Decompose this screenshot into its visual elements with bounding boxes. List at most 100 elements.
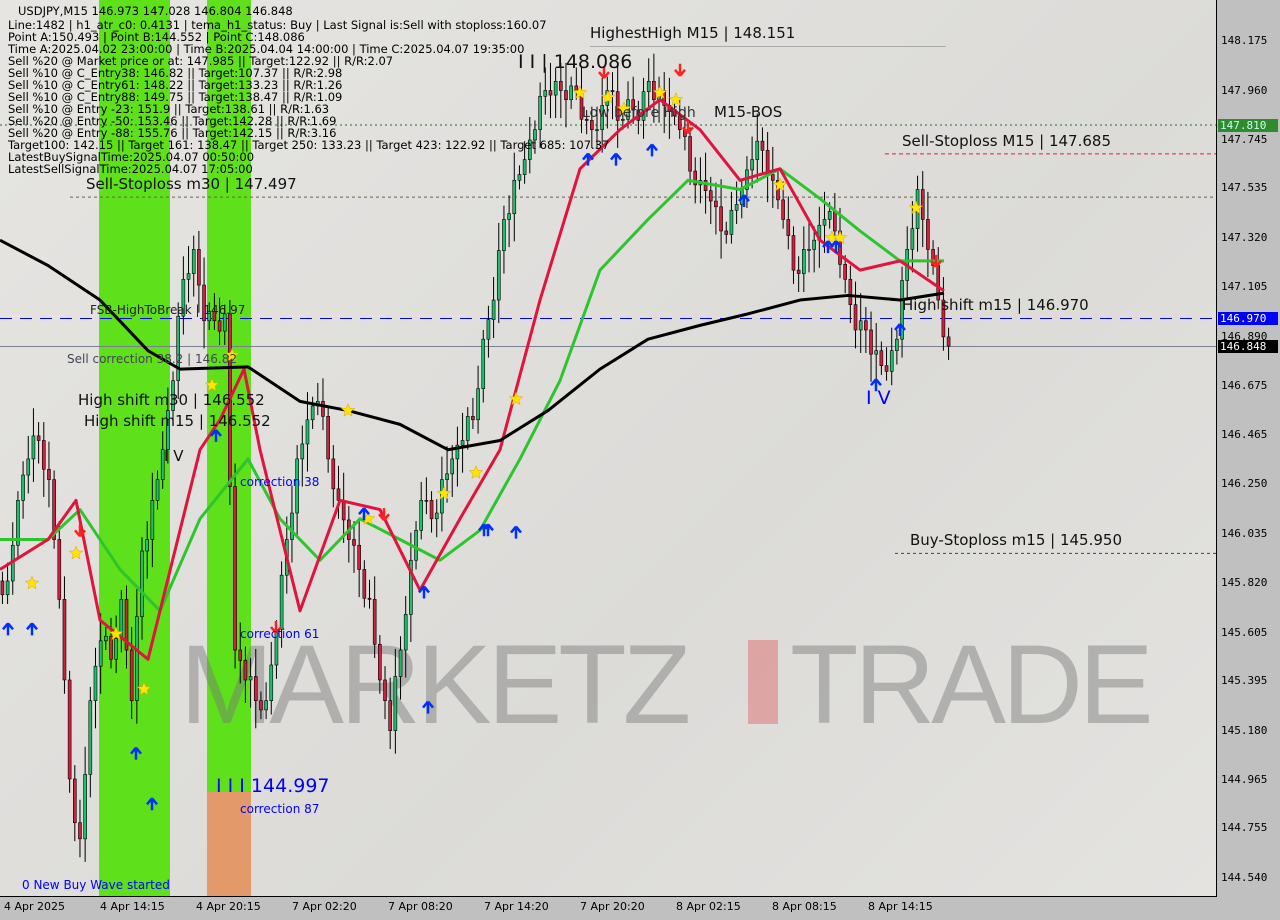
candle-body bbox=[207, 311, 212, 322]
y-tick-label: 146.035 bbox=[1221, 526, 1268, 540]
high-shift-m30-label: High shift m30 | 146.552 bbox=[78, 391, 265, 409]
info-line: LatestSellSignalTime:2025.04.07 17:05:00 bbox=[8, 162, 253, 176]
symbol: USDJPY,M15 bbox=[18, 4, 88, 18]
y-tick-label: 147.320 bbox=[1221, 230, 1268, 244]
candle-body bbox=[590, 120, 594, 130]
candle-body bbox=[47, 468, 51, 480]
candle-body bbox=[791, 235, 796, 271]
candle-body bbox=[372, 599, 377, 645]
signal-star bbox=[24, 575, 40, 590]
candle-body bbox=[98, 640, 103, 667]
watermark-marketz: MARKETZ bbox=[180, 622, 691, 747]
candle-body bbox=[864, 320, 868, 331]
correction-87-label: correction 87 bbox=[240, 802, 320, 816]
candle-body bbox=[202, 284, 206, 322]
buy-arrow-icon bbox=[130, 746, 142, 760]
candle-body bbox=[615, 91, 620, 121]
candle-body bbox=[331, 458, 336, 490]
candle-body bbox=[460, 440, 465, 446]
signal-star bbox=[572, 85, 588, 100]
candle-body bbox=[83, 774, 87, 840]
candle-body bbox=[217, 320, 222, 332]
candle-body bbox=[553, 80, 558, 96]
chart-symbol: USDJPY,M15 146.973 147.028 146.804 146.8… bbox=[18, 5, 293, 17]
y-tick-label: 147.960 bbox=[1221, 83, 1268, 97]
candle-body bbox=[879, 350, 884, 366]
candle-body bbox=[367, 597, 372, 600]
candle-body bbox=[502, 219, 506, 251]
candle-body bbox=[16, 500, 20, 546]
candle-body bbox=[398, 649, 403, 677]
candle-body bbox=[21, 474, 25, 501]
info-line: Sell %10 @ C_Entry88: 149.75 || Target:1… bbox=[8, 90, 343, 104]
x-tick-label: 4 Apr 20:15 bbox=[196, 900, 261, 913]
candle-body bbox=[362, 569, 367, 599]
candle-body bbox=[848, 279, 853, 305]
signal-star bbox=[136, 681, 152, 696]
signal-star bbox=[68, 545, 84, 560]
candle-body bbox=[910, 228, 915, 250]
candle-body bbox=[874, 350, 879, 355]
m15-bos-label: M15-BOS bbox=[714, 103, 783, 121]
candle-body bbox=[393, 676, 398, 731]
candle-body bbox=[750, 159, 754, 171]
correction-38-label: correction 38 bbox=[240, 475, 320, 489]
signal-star bbox=[652, 85, 668, 100]
candle-body bbox=[853, 304, 858, 331]
candle-body bbox=[300, 443, 305, 460]
info-line: Point A:150.493 | Point B:144.552 | Poin… bbox=[8, 30, 305, 44]
candle-body bbox=[895, 338, 899, 351]
candle-body bbox=[507, 213, 511, 220]
candle-body bbox=[295, 458, 299, 514]
ma-slow-line bbox=[0, 238, 945, 452]
candle-body bbox=[341, 500, 346, 521]
buy-arrow-icon bbox=[482, 523, 494, 537]
candle-body bbox=[248, 676, 253, 681]
sell-arrow-icon bbox=[378, 508, 390, 521]
candle-body bbox=[378, 643, 382, 681]
signal-star bbox=[772, 177, 788, 192]
candle-body bbox=[491, 299, 496, 320]
candle-body bbox=[409, 559, 413, 615]
y-tick-label: 148.175 bbox=[1221, 34, 1268, 47]
candle-body bbox=[259, 700, 263, 711]
candle-body bbox=[734, 204, 739, 211]
candle-body bbox=[269, 664, 274, 701]
candle-body bbox=[197, 249, 201, 286]
candle-body bbox=[150, 500, 155, 540]
candle-body bbox=[160, 449, 165, 480]
chart-plot-area[interactable]: MARKETZ TRADE USDJPY,M15 146.973 147.028… bbox=[0, 0, 1217, 897]
ma-red-line bbox=[0, 98, 945, 661]
info-line: Line:1482 | h1_atr_c0: 0.4131 | tema_h1_… bbox=[8, 18, 547, 32]
buy-arrow-icon bbox=[146, 797, 158, 811]
high-shift-m15-left-label: High shift m15 | 146.552 bbox=[84, 412, 271, 430]
candle-body bbox=[171, 380, 175, 411]
candle-body bbox=[166, 410, 170, 451]
candle-body bbox=[486, 319, 491, 340]
candle-body bbox=[88, 700, 93, 775]
y-tick-label: 147.105 bbox=[1221, 280, 1268, 294]
watermark-trade: TRADE bbox=[790, 622, 1154, 747]
candle-body bbox=[517, 174, 522, 181]
candle-body bbox=[67, 679, 72, 780]
signal-star bbox=[668, 92, 684, 106]
highest-high-label: HighestHigh M15 | 148.151 bbox=[590, 24, 796, 42]
candle-body bbox=[124, 599, 129, 651]
candle-body bbox=[802, 249, 806, 274]
candle-body bbox=[93, 665, 98, 701]
candle-body bbox=[533, 129, 537, 141]
signal-star bbox=[616, 101, 632, 116]
buy-stoploss-m15-label: Buy-Stoploss m15 | 145.950 bbox=[910, 531, 1122, 549]
candle-body bbox=[522, 159, 527, 175]
info-line: Sell %10 @ C_Entry38: 146.82 || Target:1… bbox=[8, 66, 343, 80]
x-tick-label: 7 Apr 20:20 bbox=[580, 900, 645, 913]
info-line: Target100: 142.15 || Target 161: 138.47 … bbox=[8, 138, 610, 152]
y-tick-label: 144.540 bbox=[1221, 870, 1268, 884]
candle-body bbox=[465, 416, 470, 441]
signal-star bbox=[340, 402, 356, 417]
candle-body bbox=[445, 473, 449, 480]
candle-body bbox=[383, 679, 387, 701]
candle-body bbox=[5, 580, 10, 596]
y-tick-label: 146.890 bbox=[1221, 329, 1268, 343]
candle-body bbox=[104, 635, 108, 642]
